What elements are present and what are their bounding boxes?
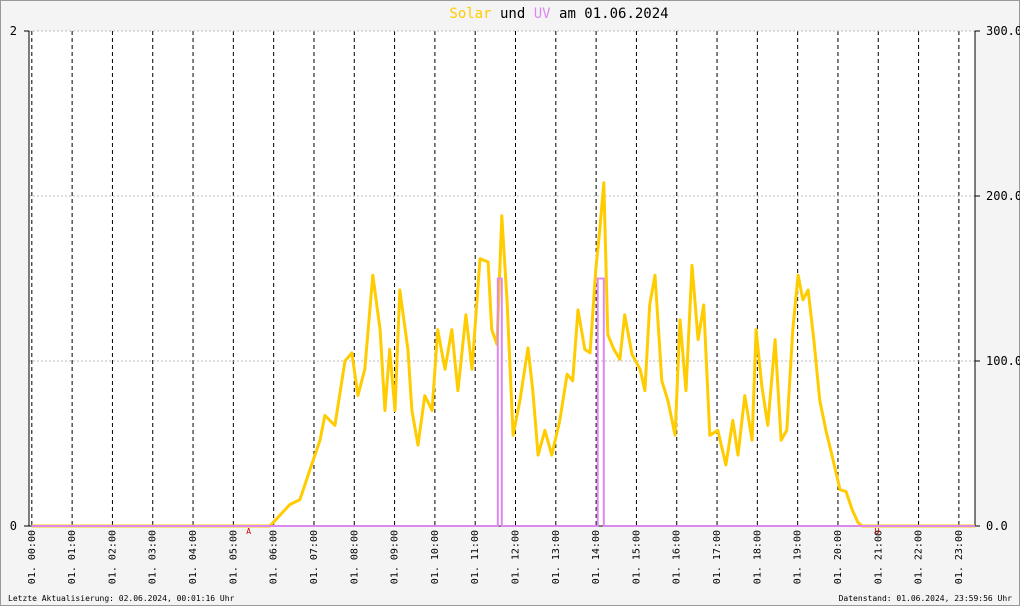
x-tick-label: 01. 01:00 [67,530,78,584]
x-tick-label: 01. 23:00 [954,530,965,584]
series-line [31,181,975,528]
title-solar: Solar [449,6,491,22]
y2-tick-label: 200.0 [986,189,1020,203]
x-tick-label: 01. 21:00 [873,530,884,584]
x-tick-label: 01. 09:00 [390,530,401,584]
x-tick-label: 01. 12:00 [511,530,522,584]
x-tick-label: 01. 04:00 [188,530,199,584]
x-tick-label: 01. 15:00 [631,530,642,584]
x-tick-label: 01. 19:00 [793,530,804,584]
chart-title: Solar und UV am 01.06.2024 [449,6,668,22]
annotation: U [875,527,880,536]
annotation: A [246,527,251,536]
x-tick-label: 01. 03:00 [148,530,159,584]
x-tick-label: 01. 17:00 [712,530,723,584]
y-tick-label: 0 [10,519,17,533]
footer-left: Letzte Aktualisierung: 02.06.2024, 00:01… [8,594,235,603]
y-tick-label: 2 [10,24,17,38]
x-tick-label: 01. 02:00 [107,530,118,584]
title-date: am 01.06.2024 [559,6,669,22]
series-line [31,277,975,527]
x-tick-label: 01. 16:00 [672,530,683,584]
title-connector: und [500,6,525,22]
x-tick-label: 01. 20:00 [833,530,844,584]
x-tick-label: 01. 13:00 [551,530,562,584]
x-tick-label: 01. 10:00 [430,530,441,584]
y2-tick-label: 0.0 [986,519,1008,533]
x-tick-label: 01. 07:00 [309,530,320,584]
y2-tick-label: 100.0 [986,354,1020,368]
x-tick-label: 01. 05:00 [228,530,239,584]
x-tick-label: 01. 11:00 [470,530,481,584]
x-tick-label: 01. 22:00 [914,530,925,584]
footer-right: Datenstand: 01.06.2024, 23:59:56 Uhr [839,594,1013,603]
x-tick-label: 01. 18:00 [752,530,763,584]
y2-tick-label: 300.0 [986,24,1020,38]
title-uv: UV [534,6,551,22]
x-tick-label: 01. 06:00 [269,530,280,584]
x-tick-label: 01. 08:00 [349,530,360,584]
x-tick-label: 01. 14:00 [591,530,602,584]
x-tick-label: 01. 00:00 [27,530,38,584]
